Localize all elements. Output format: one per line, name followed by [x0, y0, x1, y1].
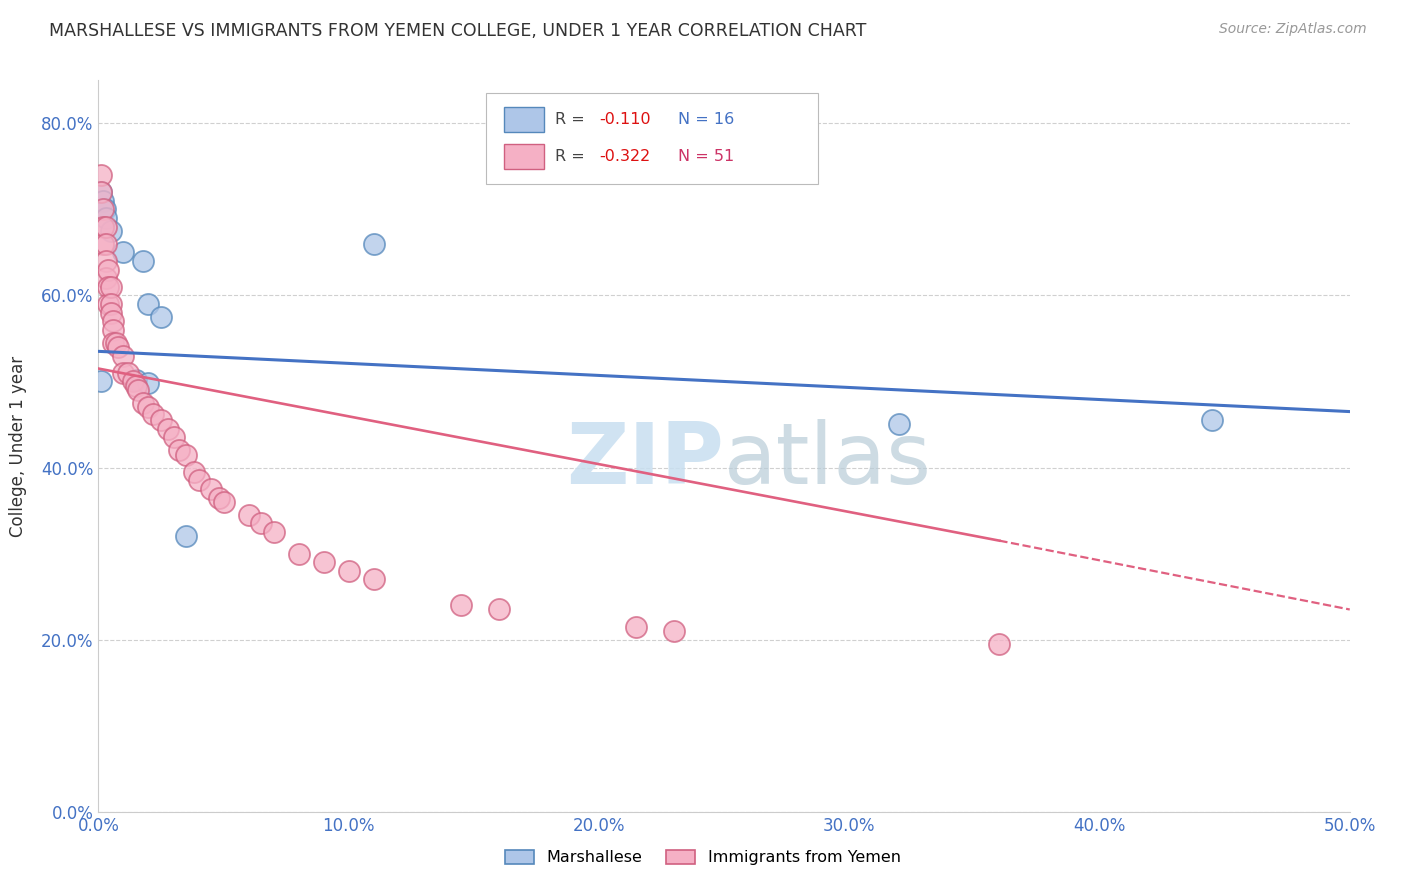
Point — [238, 508, 260, 522]
Text: R =: R = — [555, 149, 591, 164]
Point — [263, 524, 285, 539]
Point — [117, 366, 139, 380]
Point — [104, 335, 127, 350]
Point — [94, 211, 117, 225]
Point — [93, 236, 115, 251]
Point — [90, 185, 112, 199]
Point — [93, 219, 115, 234]
Point — [450, 598, 472, 612]
Point — [174, 448, 197, 462]
Point — [200, 482, 222, 496]
Point — [90, 168, 112, 182]
Point — [889, 417, 911, 432]
Point — [287, 547, 309, 561]
Text: N = 16: N = 16 — [678, 112, 734, 128]
Point — [93, 202, 115, 217]
Point — [100, 305, 122, 319]
Point — [207, 491, 229, 505]
Point — [142, 407, 165, 421]
FancyBboxPatch shape — [503, 107, 544, 132]
Point — [100, 224, 122, 238]
Point — [103, 335, 125, 350]
Point — [125, 378, 148, 392]
Point — [97, 297, 120, 311]
Point — [132, 396, 155, 410]
Point — [94, 271, 117, 285]
Point — [488, 602, 510, 616]
Point — [174, 529, 197, 543]
Text: R =: R = — [555, 112, 591, 128]
Text: Source: ZipAtlas.com: Source: ZipAtlas.com — [1219, 22, 1367, 37]
Text: -0.110: -0.110 — [599, 112, 651, 128]
Point — [93, 194, 115, 208]
Point — [112, 349, 135, 363]
Point — [212, 495, 235, 509]
Point — [97, 262, 120, 277]
Legend: Marshallese, Immigrants from Yemen: Marshallese, Immigrants from Yemen — [498, 842, 908, 873]
FancyBboxPatch shape — [486, 93, 818, 184]
Point — [125, 373, 148, 387]
Point — [103, 314, 125, 328]
Text: N = 51: N = 51 — [678, 149, 734, 164]
Point — [187, 474, 209, 488]
FancyBboxPatch shape — [503, 144, 544, 169]
Y-axis label: College, Under 1 year: College, Under 1 year — [10, 355, 27, 537]
Point — [150, 310, 173, 324]
Text: ZIP: ZIP — [567, 419, 724, 502]
Point — [250, 516, 273, 531]
Point — [988, 637, 1011, 651]
Point — [94, 254, 117, 268]
Point — [122, 375, 145, 389]
Point — [662, 624, 685, 638]
Point — [127, 383, 149, 397]
Point — [138, 401, 160, 415]
Point — [94, 236, 117, 251]
Point — [337, 564, 360, 578]
Point — [90, 375, 112, 389]
Point — [103, 323, 125, 337]
Text: -0.322: -0.322 — [599, 149, 650, 164]
Point — [93, 202, 115, 217]
Point — [90, 185, 112, 199]
Point — [94, 219, 117, 234]
Point — [183, 465, 205, 479]
Point — [312, 555, 335, 569]
Point — [112, 366, 135, 380]
Point — [97, 280, 120, 294]
Point — [363, 236, 385, 251]
Point — [100, 297, 122, 311]
Point — [162, 430, 184, 444]
Point — [112, 245, 135, 260]
Point — [167, 443, 190, 458]
Text: atlas: atlas — [724, 419, 932, 502]
Point — [138, 376, 160, 391]
Point — [132, 254, 155, 268]
Point — [150, 413, 173, 427]
Point — [107, 340, 129, 354]
Point — [138, 297, 160, 311]
Point — [363, 573, 385, 587]
Point — [1201, 413, 1223, 427]
Point — [626, 620, 648, 634]
Point — [157, 422, 180, 436]
Text: MARSHALLESE VS IMMIGRANTS FROM YEMEN COLLEGE, UNDER 1 YEAR CORRELATION CHART: MARSHALLESE VS IMMIGRANTS FROM YEMEN COL… — [49, 22, 866, 40]
Point — [100, 280, 122, 294]
